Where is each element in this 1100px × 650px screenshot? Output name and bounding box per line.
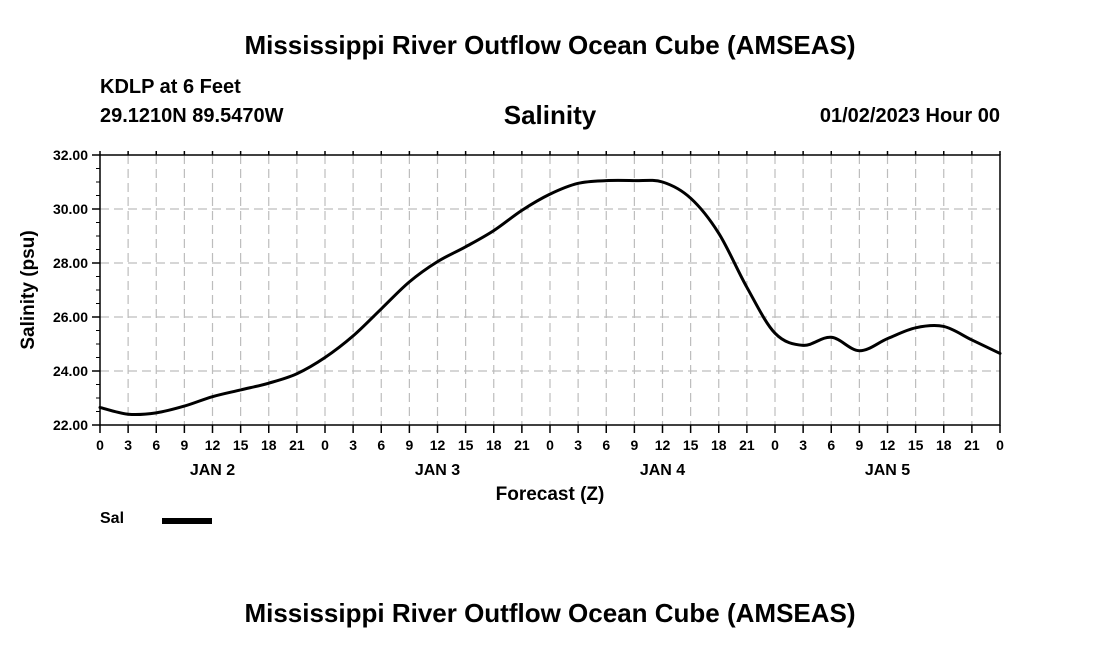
- y-tick-label-5: 32.00: [53, 147, 88, 163]
- y-tick-label-2: 26.00: [53, 309, 88, 325]
- x-tick-label-16: 0: [546, 437, 554, 453]
- grid-lines: [100, 155, 1000, 425]
- x-tick-label-12: 12: [430, 437, 446, 453]
- x-tick-label-1: 3: [124, 437, 132, 453]
- x-tick-label-22: 18: [711, 437, 727, 453]
- x-tick-label-24: 0: [771, 437, 779, 453]
- x-tick-label-6: 18: [261, 437, 277, 453]
- x-tick-label-26: 6: [827, 437, 835, 453]
- x-tick-label-32: 0: [996, 437, 1004, 453]
- x-tick-labels: 0 3 6 9 12 15 18 21 0 3 6 9 12 15 18 21 0 3 6 9 12 15 18 21 0 3 6 9…: [96, 437, 1004, 453]
- day-label-0: JAN 2: [190, 462, 235, 479]
- y-tick-label-0: 22.00: [53, 417, 88, 433]
- y-axis-label: Salinity (psu): [18, 230, 39, 349]
- x-tick-label-5: 15: [233, 437, 249, 453]
- x-tick-label-20: 12: [655, 437, 671, 453]
- y-tick-label-3: 28.00: [53, 255, 88, 271]
- legend-label-sal: Sal: [100, 510, 125, 527]
- day-label-2: JAN 4: [640, 462, 685, 479]
- x-tick-label-30: 18: [936, 437, 952, 453]
- x-axis-label: Forecast (Z): [496, 484, 605, 505]
- series-line-sal: [98, 178, 1002, 417]
- x-tick-label-27: 9: [855, 437, 863, 453]
- x-tick-label-19: 9: [630, 437, 638, 453]
- x-tick-label-8: 0: [321, 437, 329, 453]
- x-tick-label-14: 18: [486, 437, 502, 453]
- x-tick-label-15: 21: [514, 437, 530, 453]
- y-tick-label-4: 30.00: [53, 201, 88, 217]
- x-tick-label-31: 21: [964, 437, 980, 453]
- x-tick-label-10: 6: [377, 437, 385, 453]
- chart-main-title: Mississippi River Outflow Ocean Cube (AM…: [244, 30, 856, 60]
- x-tick-label-29: 15: [908, 437, 924, 453]
- x-tick-label-21: 15: [683, 437, 699, 453]
- axis-ticks: [92, 151, 1001, 433]
- y-tick-labels: 22.00 24.00 26.00 28.00 30.00 32.00: [53, 147, 88, 433]
- chart-footer-title: Mississippi River Outflow Ocean Cube (AM…: [244, 598, 856, 628]
- x-tick-label-3: 9: [180, 437, 188, 453]
- day-label-1: JAN 3: [415, 462, 460, 479]
- x-tick-label-18: 6: [602, 437, 610, 453]
- x-tick-label-4: 12: [205, 437, 221, 453]
- x-tick-label-0: 0: [96, 437, 104, 453]
- x-tick-label-11: 9: [405, 437, 413, 453]
- x-tick-label-9: 3: [349, 437, 357, 453]
- x-tick-label-7: 21: [289, 437, 305, 453]
- x-tick-label-23: 21: [739, 437, 755, 453]
- y-tick-label-1: 24.00: [53, 363, 88, 379]
- x-tick-label-13: 15: [458, 437, 474, 453]
- legend-swatch-sal: [162, 518, 212, 524]
- chart-subtitle: Salinity: [503, 100, 597, 130]
- x-tick-label-25: 3: [799, 437, 807, 453]
- day-labels: JAN 2 JAN 3 JAN 4 JAN 5: [190, 462, 910, 479]
- day-label-3: JAN 5: [865, 462, 910, 479]
- x-tick-label-17: 3: [574, 437, 582, 453]
- forecast-datetime: 01/02/2023 Hour 00: [819, 105, 1000, 127]
- station-label: KDLP at 6 Feet: [100, 76, 241, 98]
- x-tick-label-28: 12: [880, 437, 896, 453]
- x-tick-label-2: 6: [152, 437, 160, 453]
- station-coordinates: 29.1210N 89.5470W: [100, 105, 284, 127]
